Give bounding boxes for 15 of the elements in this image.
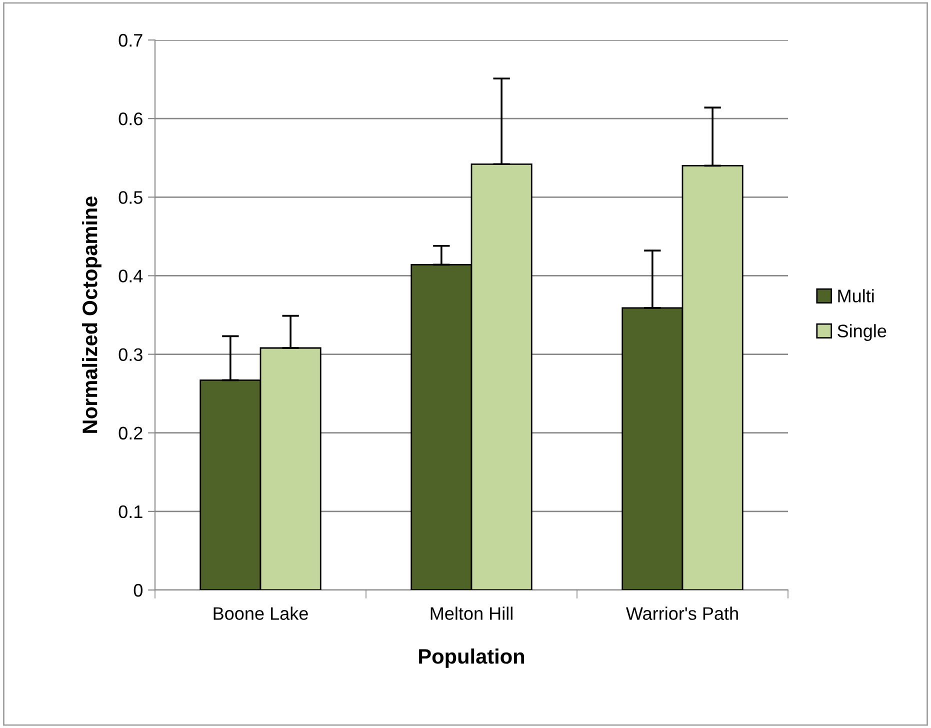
y-tick-label: 0.5: [118, 191, 142, 204]
y-tick-label: 0.7: [118, 34, 142, 47]
x-tick-label: Melton Hill: [430, 606, 512, 620]
x-axis-title: Population: [419, 648, 524, 668]
y-tick-label: 0.3: [118, 348, 142, 362]
legend-label: Multi: [838, 289, 874, 302]
y-tick-label: 0.2: [118, 426, 142, 440]
x-tick-label: Boone Lake: [214, 606, 308, 620]
x-tick-label: Warrior's Path: [626, 606, 738, 620]
legend-label: Single: [838, 324, 886, 341]
y-tick-label: 0.6: [118, 112, 142, 126]
y-tick-label: 0: [134, 584, 142, 597]
y-tick-label: 0.1: [118, 505, 142, 518]
y-axis-title: Normalized Octopamine: [82, 196, 102, 433]
y-tick-label: 0.4: [118, 270, 143, 282]
